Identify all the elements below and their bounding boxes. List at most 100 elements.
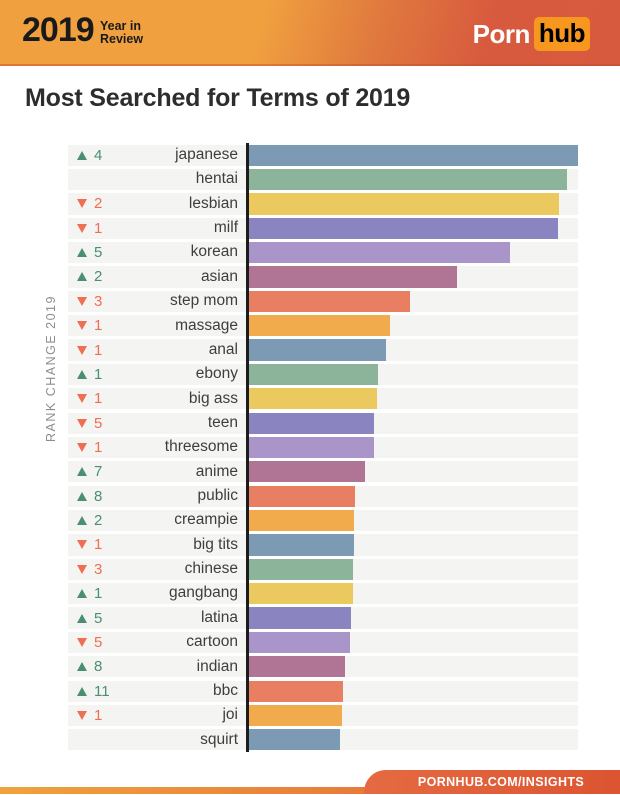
- bar: [248, 266, 457, 288]
- rank-change-triangle-icon: [77, 296, 87, 306]
- rank-change-triangle-icon: [77, 418, 87, 428]
- page-title: Most Searched for Terms of 2019: [25, 84, 411, 112]
- term-label: cartoon: [186, 633, 238, 651]
- bar-chart: RANK CHANGE 2019 4 japanese hentai 2 les…: [0, 143, 620, 753]
- chart-row: 1 anal: [0, 338, 620, 362]
- rank-change-triangle-icon: [77, 442, 87, 452]
- bar: [248, 217, 558, 239]
- chart-row: 8 public: [0, 484, 620, 508]
- bar: [248, 485, 355, 507]
- rank-change-value: 3: [94, 560, 103, 578]
- rank-change-value: 5: [94, 633, 103, 651]
- term-label: latina: [200, 608, 238, 626]
- chart-row: 1 threesome: [0, 435, 620, 459]
- rank-change-triangle-icon: [77, 589, 87, 599]
- bar: [248, 315, 390, 337]
- insights-url-tab: PORNHUB.COM/INSIGHTS: [364, 770, 620, 794]
- term-label: japanese: [175, 146, 238, 163]
- chart-row: 3 chinese: [0, 557, 620, 581]
- rank-change-value: 5: [94, 244, 103, 262]
- chart-row: 5 teen: [0, 411, 620, 435]
- rank-change-triangle-icon: [77, 394, 87, 404]
- rank-change-value: 2: [94, 195, 103, 213]
- year-label: 2019: [22, 11, 95, 49]
- rank-change-indicator: 1: [77, 435, 102, 459]
- bar: [248, 534, 354, 556]
- chart-row: squirt: [0, 728, 620, 752]
- rank-change-value: 11: [94, 682, 110, 700]
- term-label: step mom: [169, 292, 238, 310]
- rank-change-indicator: 8: [77, 655, 102, 679]
- bar: [248, 729, 340, 751]
- rank-change-triangle-icon: [77, 613, 87, 623]
- logo-text-porn: Porn: [472, 18, 531, 49]
- rank-change-indicator: 5: [77, 411, 102, 435]
- chart-axis-line: [246, 143, 249, 752]
- rank-change-value: 1: [94, 438, 103, 456]
- year-subtitle-line2: Review: [100, 32, 144, 46]
- rank-change-indicator: 5: [77, 630, 102, 654]
- rank-change-indicator: 2: [77, 508, 102, 532]
- chart-row: 11 bbc: [0, 679, 620, 703]
- rank-change-indicator: 2: [77, 265, 102, 289]
- pornhub-logo: Porn hub: [473, 17, 590, 51]
- rank-change-indicator: 7: [77, 460, 102, 484]
- bar: [248, 144, 578, 166]
- rank-change-triangle-icon: [77, 710, 87, 720]
- chart-row: 5 korean: [0, 240, 620, 264]
- bar: [248, 631, 350, 653]
- chart-row: 7 anime: [0, 460, 620, 484]
- chart-row: 5 latina: [0, 606, 620, 630]
- chart-row: 4 japanese: [0, 143, 620, 167]
- rank-change-triangle-icon: [77, 369, 87, 379]
- chart-row: 5 cartoon: [0, 630, 620, 654]
- bar: [248, 412, 374, 434]
- rank-change-value: 5: [94, 414, 103, 432]
- rank-change-indicator: 1: [77, 362, 102, 386]
- rank-change-value: 1: [94, 536, 103, 554]
- rank-change-value: 1: [94, 219, 103, 237]
- bar: [248, 558, 353, 580]
- term-label: bbc: [213, 681, 238, 699]
- rank-change-value: 7: [94, 463, 103, 481]
- rank-change-value: 8: [94, 658, 103, 676]
- chart-row: 1 gangbang: [0, 581, 620, 605]
- header-banner: 2019 Year in Review Porn hub: [0, 0, 620, 66]
- logo-text-hub-badge: hub: [533, 17, 590, 51]
- bar: [248, 704, 342, 727]
- rank-change-indicator: 1: [77, 338, 102, 362]
- rank-change-triangle-icon: [77, 467, 87, 477]
- bar: [248, 680, 343, 702]
- term-label: asian: [200, 267, 238, 285]
- bar: [248, 242, 510, 264]
- chart-row: 1 joi: [0, 703, 620, 727]
- bar: [248, 461, 365, 483]
- rank-change-value: 2: [94, 268, 103, 286]
- term-label: gangbang: [169, 584, 238, 602]
- rank-change-value: 1: [94, 390, 103, 408]
- rank-change-value: 4: [94, 146, 103, 164]
- rank-change-indicator: 2: [77, 192, 102, 216]
- bar: [248, 607, 351, 629]
- term-label: milf: [213, 219, 238, 237]
- term-label: korean: [190, 243, 238, 261]
- rank-change-triangle-icon: [77, 223, 87, 233]
- rank-change-triangle-icon: [77, 272, 87, 282]
- rank-change-value: 1: [94, 706, 103, 724]
- rank-change-triangle-icon: [77, 686, 87, 696]
- bar: [248, 436, 374, 459]
- chart-row: hentai: [0, 167, 620, 191]
- chart-row: 1 ebony: [0, 362, 620, 386]
- rank-change-triangle-icon: [77, 321, 87, 331]
- rank-change-triangle-icon: [77, 564, 87, 574]
- term-label: squirt: [200, 730, 238, 748]
- rank-change-value: 5: [94, 609, 103, 627]
- bar: [248, 168, 567, 191]
- rank-change-value: 8: [94, 487, 103, 505]
- rank-change-indicator: 3: [77, 557, 102, 581]
- chart-row: 2 lesbian: [0, 192, 620, 216]
- term-label: teen: [207, 413, 238, 431]
- chart-row: 1 massage: [0, 314, 620, 338]
- term-label: lesbian: [188, 194, 238, 212]
- term-label: threesome: [164, 438, 238, 456]
